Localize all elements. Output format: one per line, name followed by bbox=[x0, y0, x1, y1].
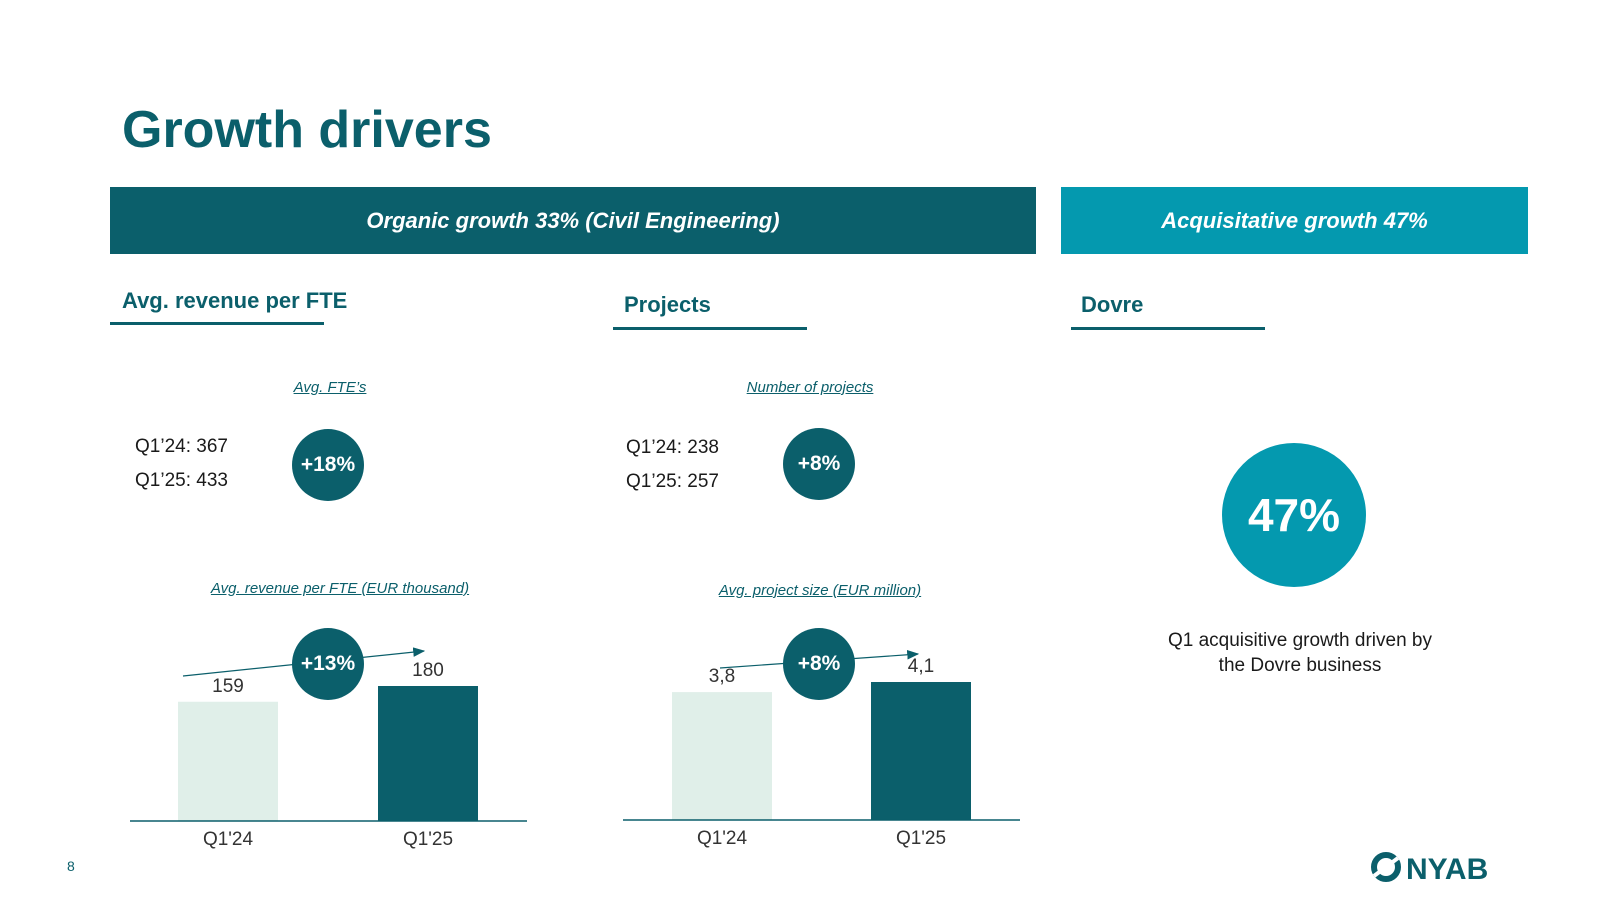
number-of-projects-label: Number of projects bbox=[746, 379, 874, 396]
bar-value-label: 4,1 bbox=[908, 656, 934, 677]
projects-section-heading: Projects bbox=[624, 292, 711, 317]
revenue-per-fte-chart-label: Avg. revenue per FTE (EUR thousand) bbox=[210, 580, 470, 597]
acquisitive-growth-badge: 47% bbox=[1222, 443, 1366, 587]
page-number: 8 bbox=[67, 858, 75, 874]
dovre-description-line-2: the Dovre business bbox=[1218, 655, 1382, 676]
projects-section-underline bbox=[613, 327, 807, 330]
x-tick-label: Q1'24 bbox=[203, 829, 254, 850]
projects-change-value: +8% bbox=[797, 452, 841, 475]
revenue-per-fte-growth-value: +13% bbox=[300, 652, 356, 675]
dovre-description: Q1 acquisitive growth driven by the Dovr… bbox=[1100, 628, 1500, 678]
project-size-chart-label: Avg. project size (EUR million) bbox=[718, 582, 922, 599]
acquisitive-growth-banner: Acquisitative growth 47% bbox=[1061, 187, 1528, 254]
nyab-logo: NYAB bbox=[1370, 850, 1535, 886]
project-size-growth-value: +8% bbox=[797, 652, 841, 675]
nyab-logo-icon: NYAB bbox=[1371, 852, 1488, 886]
dovre-description-line-1: Q1 acquisitive growth driven by bbox=[1167, 630, 1432, 651]
x-tick-label: Q1'25 bbox=[403, 829, 453, 850]
fte-change-value: +18% bbox=[300, 453, 356, 476]
bar-1 bbox=[871, 682, 971, 820]
fte-stat-q124: Q1’24: 367 bbox=[135, 436, 228, 457]
project-size-chart: 3,8 Q1'24 4,1 Q1'25 bbox=[623, 649, 1020, 849]
organic-growth-banner: Organic growth 33% (Civil Engineering) bbox=[110, 187, 1036, 254]
x-tick-label: Q1'25 bbox=[896, 828, 946, 849]
bar-value-label: 159 bbox=[212, 676, 244, 697]
acquisitive-growth-value: 47% bbox=[1247, 489, 1341, 541]
projects-change-badge: +8% bbox=[783, 428, 855, 500]
dovre-section-underline bbox=[1071, 327, 1265, 330]
organic-growth-label: Organic growth 33% (Civil Engineering) bbox=[366, 207, 780, 233]
fte-section-heading: Avg. revenue per FTE bbox=[122, 288, 348, 313]
page-title: Growth drivers bbox=[122, 101, 492, 159]
bar-0 bbox=[672, 692, 772, 820]
fte-section-underline bbox=[110, 322, 324, 325]
fte-stat-q125: Q1’25: 433 bbox=[135, 470, 228, 491]
revenue-per-fte-chart: 159 Q1'24 180 Q1'25 bbox=[130, 647, 527, 850]
project-size-growth-badge: +8% bbox=[783, 628, 855, 700]
bar-1 bbox=[378, 686, 478, 821]
bar-0 bbox=[178, 701, 278, 821]
fte-change-badge: +18% bbox=[292, 429, 364, 501]
avg-fte-label: Avg. FTE’s bbox=[293, 379, 367, 396]
revenue-per-fte-growth-badge: +13% bbox=[292, 628, 364, 700]
x-tick-label: Q1'24 bbox=[697, 828, 748, 849]
projects-stat-q125: Q1’25: 257 bbox=[626, 471, 719, 492]
bar-value-label: 180 bbox=[412, 660, 444, 681]
dovre-section-heading: Dovre bbox=[1081, 292, 1144, 317]
acquisitive-growth-label: Acquisitative growth 47% bbox=[1161, 207, 1428, 233]
nyab-logo-text: NYAB bbox=[1406, 853, 1488, 884]
projects-stat-q124: Q1’24: 238 bbox=[626, 437, 719, 458]
bar-value-label: 3,8 bbox=[709, 666, 735, 687]
